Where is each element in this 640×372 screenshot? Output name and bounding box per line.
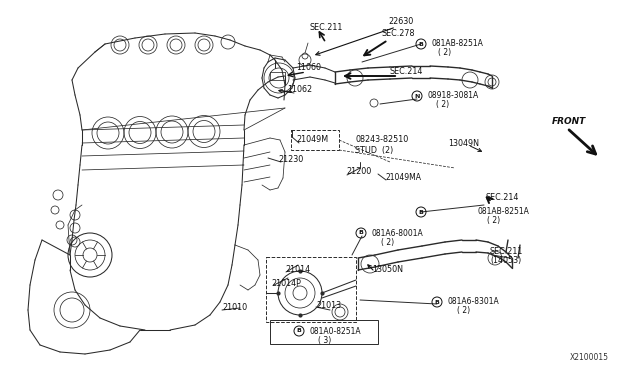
Text: ( 2): ( 2) <box>381 237 394 247</box>
Text: 13049N: 13049N <box>448 138 479 148</box>
Text: 21049M: 21049M <box>296 135 328 144</box>
Text: ( 2): ( 2) <box>457 307 470 315</box>
Text: N: N <box>414 93 420 99</box>
Bar <box>270 320 378 344</box>
Text: SEC.278: SEC.278 <box>382 29 415 38</box>
Text: B: B <box>358 231 364 235</box>
Text: SEC.214: SEC.214 <box>390 67 424 77</box>
Text: 11062: 11062 <box>287 86 312 94</box>
Text: 21200: 21200 <box>346 167 371 176</box>
Text: 11060: 11060 <box>296 64 321 73</box>
Text: B: B <box>296 328 301 334</box>
Text: ( 2): ( 2) <box>436 100 449 109</box>
Text: (14053): (14053) <box>490 257 521 266</box>
Text: 21013: 21013 <box>316 301 341 310</box>
Text: 081A6-8301A: 081A6-8301A <box>448 298 500 307</box>
Text: X2100015: X2100015 <box>570 353 609 362</box>
Text: 081AB-8251A: 081AB-8251A <box>478 208 530 217</box>
Text: 21014P: 21014P <box>271 279 301 288</box>
Text: 22630: 22630 <box>388 17 413 26</box>
Text: 21230: 21230 <box>278 155 303 164</box>
Text: 21010: 21010 <box>222 304 247 312</box>
Text: 13050N: 13050N <box>372 266 403 275</box>
Bar <box>266 257 356 322</box>
Text: FRONT: FRONT <box>552 116 586 125</box>
Text: B: B <box>435 299 440 305</box>
Text: SEC.214: SEC.214 <box>485 193 518 202</box>
Text: SEC.211: SEC.211 <box>490 247 524 257</box>
Text: B: B <box>419 209 424 215</box>
Text: SEC.211: SEC.211 <box>310 23 344 32</box>
Text: 08918-3081A: 08918-3081A <box>428 92 479 100</box>
Text: 081AB-8251A: 081AB-8251A <box>432 39 484 48</box>
Text: ( 2): ( 2) <box>438 48 451 58</box>
Bar <box>291 130 339 150</box>
Text: ( 3): ( 3) <box>318 336 332 344</box>
Text: STUD  (2): STUD (2) <box>355 145 393 154</box>
Text: 21014: 21014 <box>285 266 310 275</box>
Text: B: B <box>419 42 424 46</box>
Text: 081A0-8251A: 081A0-8251A <box>310 327 362 336</box>
Text: ( 2): ( 2) <box>487 217 500 225</box>
Text: 21049MA: 21049MA <box>385 173 421 183</box>
Text: 081A6-8001A: 081A6-8001A <box>372 228 424 237</box>
Text: 08243-82510: 08243-82510 <box>355 135 408 144</box>
